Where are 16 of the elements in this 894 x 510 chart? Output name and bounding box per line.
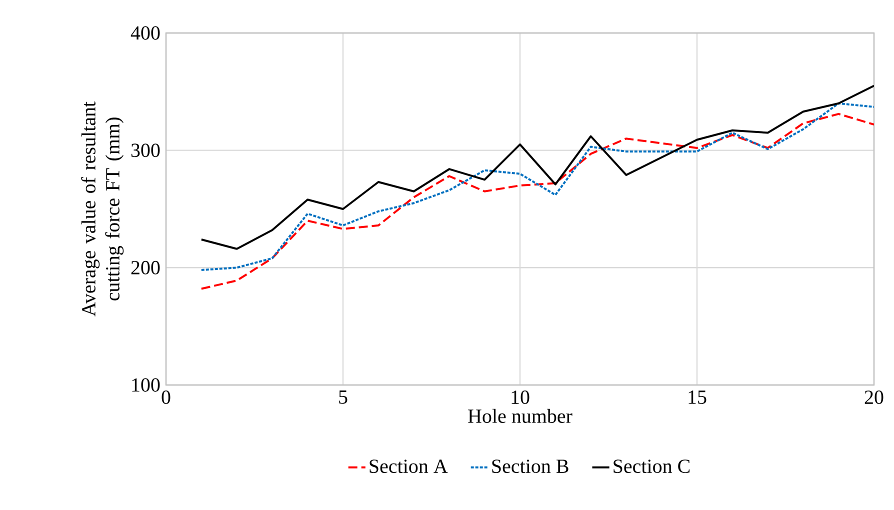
x-tick-label: 20 [864, 390, 884, 404]
x-tick-label: 10 [512, 390, 530, 404]
line-series [200, 84, 874, 250]
legend-label: Section A [370, 460, 448, 474]
y-tick-label: 100 [132, 378, 160, 392]
line-series [200, 112, 874, 290]
legend-label: Section B [492, 460, 568, 474]
y-tick-label: 400 [130, 26, 160, 40]
x-tick-label: 5 [339, 390, 348, 404]
y-tick-label: 300 [131, 144, 160, 158]
y-tick-label: 200 [131, 260, 160, 274]
legend-label: Section C [614, 460, 690, 474]
x-axis-title: Hole number [468, 408, 572, 423]
y-axis-title: Average value of resultant cutting force FT (mm) [81, 102, 124, 316]
x-tick-label: 15 [688, 390, 706, 404]
x-tick-label: 0 [162, 390, 170, 404]
